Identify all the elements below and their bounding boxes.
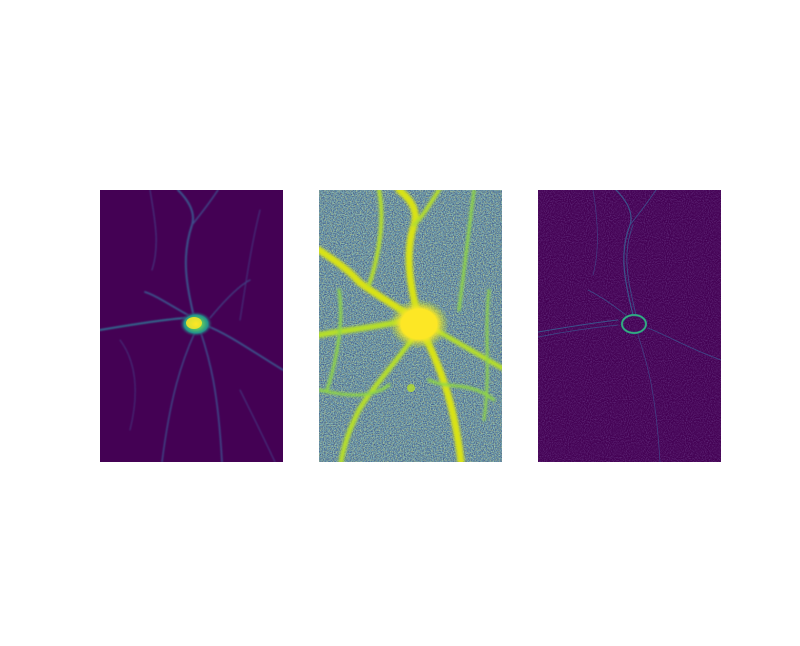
image-panel-edges <box>538 190 721 462</box>
image-panel-enhanced <box>319 190 502 462</box>
neuron-image-edges <box>538 190 721 462</box>
dendrites <box>100 190 283 462</box>
neuron-image-raw <box>100 190 283 462</box>
image-panel-raw <box>100 190 283 462</box>
neuron-image-enhanced <box>319 190 502 462</box>
dendrite-edges <box>538 190 721 462</box>
soma <box>389 299 449 349</box>
